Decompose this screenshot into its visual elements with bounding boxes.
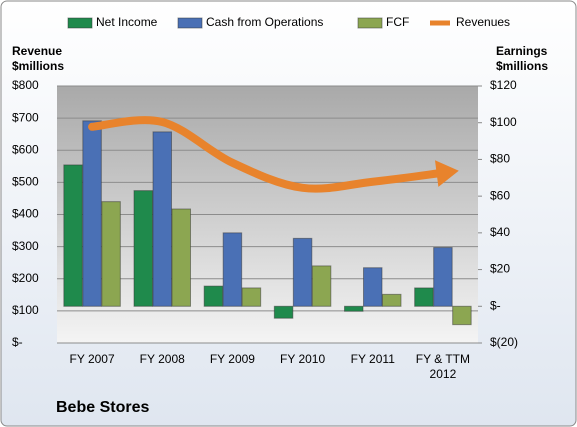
x-tick-label: FY 2009 xyxy=(209,352,255,366)
bar xyxy=(222,232,243,307)
bar xyxy=(344,305,364,312)
x-tick-label: FY 2008 xyxy=(139,352,185,366)
legend-label: Revenues xyxy=(456,15,510,29)
line-series xyxy=(88,116,447,193)
bar xyxy=(82,120,102,307)
y-tick-label: $200 xyxy=(12,271,39,285)
y-axis-label: $millions xyxy=(12,59,64,73)
y-tick-label: $300 xyxy=(12,239,39,253)
bar xyxy=(273,305,294,319)
bar xyxy=(171,208,191,307)
y2-tick-label: $120 xyxy=(490,78,517,92)
bar xyxy=(452,305,472,326)
y2-axis-label: $millions xyxy=(496,59,548,73)
y2-tick-label: $40 xyxy=(490,225,510,239)
x-tick-label: FY 2011 xyxy=(350,352,395,366)
y-tick-label: $100 xyxy=(12,303,39,317)
y2-axis-label: Earnings xyxy=(496,44,548,58)
legend-label: Net Income xyxy=(96,15,158,29)
y-tick-label: $- xyxy=(12,335,23,349)
x-tick-label: FY & TTM 2012 xyxy=(415,352,471,381)
bar xyxy=(241,287,262,307)
y-axis-label: Revenue xyxy=(12,44,62,58)
legend-swatch xyxy=(357,17,383,29)
bar xyxy=(414,287,434,307)
bar xyxy=(133,190,153,307)
y-tick-label: $500 xyxy=(12,175,39,189)
legend-label: FCF xyxy=(386,15,409,29)
bar xyxy=(203,285,224,307)
y2-tick-label: $80 xyxy=(490,152,510,166)
y-tick-label: $400 xyxy=(12,207,39,221)
bar xyxy=(152,131,172,307)
y2-tick-label: $100 xyxy=(490,115,517,129)
bar xyxy=(292,237,313,307)
y2-tick-label: $- xyxy=(490,298,501,312)
bar xyxy=(101,201,121,307)
legend-swatch xyxy=(177,17,203,29)
x-tick-label: FY 2007 xyxy=(69,352,115,366)
chart-title: Bebe Stores xyxy=(56,399,149,416)
y-tick-label: $600 xyxy=(12,142,39,156)
x-tick-label: FY 2010 xyxy=(280,352,326,366)
arrow-head xyxy=(434,160,459,187)
y-tick-label: $700 xyxy=(12,110,39,124)
y2-tick-label: $(20) xyxy=(490,335,518,349)
y-tick-label: $800 xyxy=(12,78,39,92)
bar xyxy=(382,293,402,307)
y2-tick-label: $20 xyxy=(490,262,510,276)
bar xyxy=(433,247,453,307)
legend-swatch xyxy=(67,17,93,29)
y2-tick-label: $60 xyxy=(490,188,510,202)
legend-label: Cash from Operations xyxy=(206,15,323,29)
bar xyxy=(363,267,383,307)
bar xyxy=(63,164,83,307)
bar xyxy=(311,265,332,307)
